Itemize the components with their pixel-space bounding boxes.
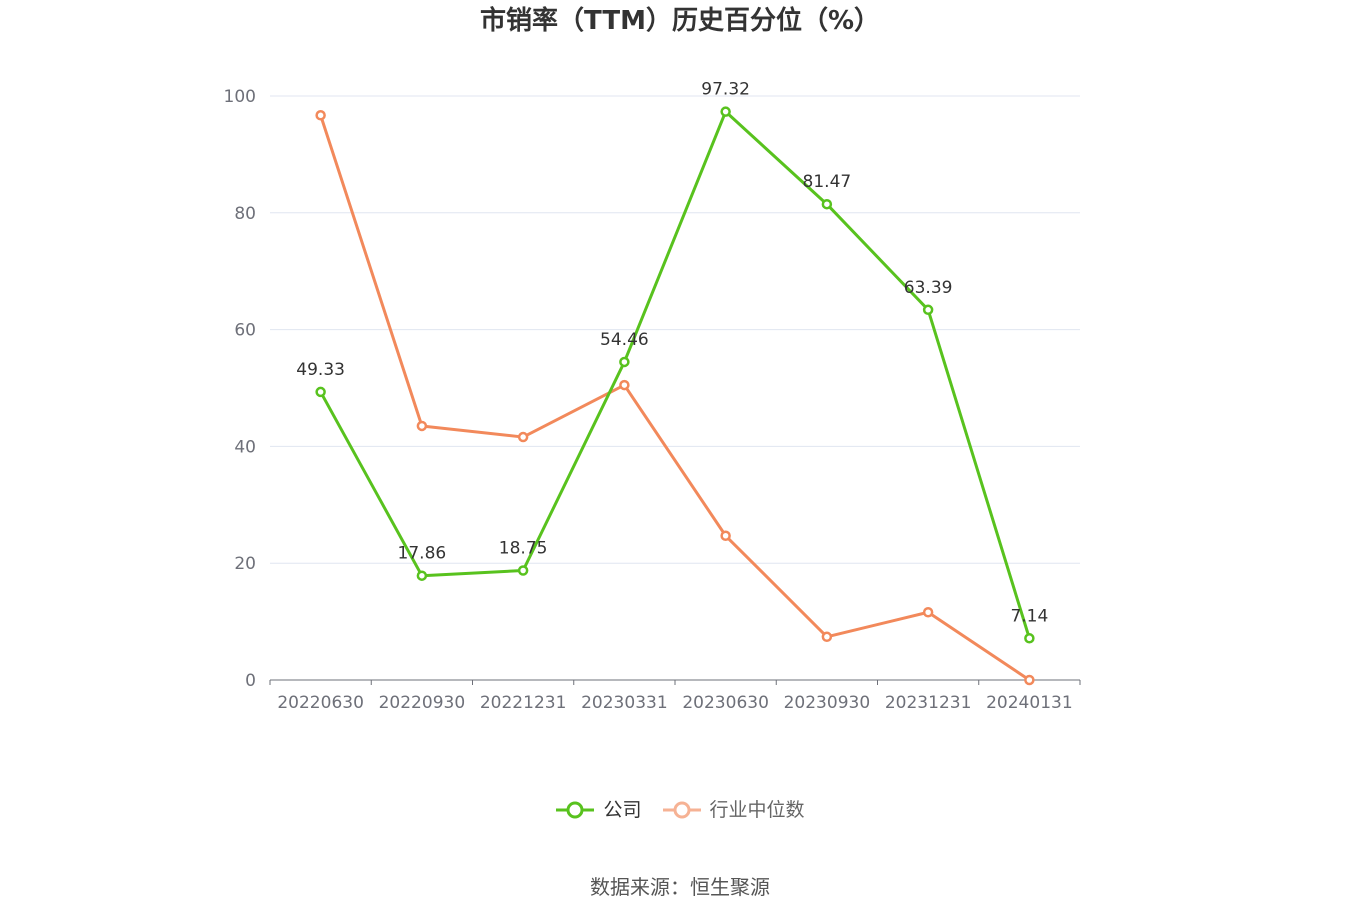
data-point [1024, 674, 1035, 686]
data-point [416, 570, 428, 581]
data-label: 97.32 [701, 80, 750, 100]
y-tick-label: 60 [234, 321, 256, 341]
y-tick-label: 20 [234, 554, 256, 574]
legend-item-company[interactable]: 公司 [555, 796, 642, 824]
data-label: 18.75 [499, 539, 548, 559]
data-point [720, 530, 731, 542]
data-point [315, 386, 326, 398]
data-point [517, 431, 529, 443]
series-line [319, 113, 1031, 682]
data-label: 49.33 [296, 360, 345, 380]
x-tick-label: 20220630 [277, 693, 364, 713]
chart-legend: 公司 行业中位数 [0, 796, 1360, 824]
data-point [922, 607, 934, 618]
data-label: 81.47 [803, 172, 852, 192]
series-0 [315, 106, 1035, 644]
x-tick-label: 20220930 [379, 693, 466, 713]
x-tick-label: 20221231 [480, 693, 567, 713]
legend-item-industry-median[interactable]: 行业中位数 [662, 796, 805, 824]
x-tick-label: 20240131 [986, 693, 1073, 713]
data-label: 63.39 [904, 278, 953, 298]
data-label: 17.86 [398, 544, 447, 564]
series-1 [315, 110, 1035, 686]
series-line [319, 110, 1031, 640]
y-tick-label: 0 [245, 671, 256, 691]
legend-label-industry-median: 行业中位数 [709, 799, 805, 821]
data-point [517, 565, 529, 576]
data-labels-0: 49.33 17.86 18.75 54.46 97.32 81.47 63.39 7.14 [296, 80, 1048, 627]
data-source-note: 数据来源：恒生聚源 [590, 875, 770, 899]
legend-line-circle-icon [662, 801, 701, 819]
legend-label-company: 公司 [603, 799, 642, 821]
data-point [315, 110, 326, 121]
data-point [619, 379, 630, 391]
y-tick-label: 40 [234, 437, 256, 457]
data-point [416, 420, 428, 432]
data-point [821, 198, 833, 210]
x-tick-label: 20230331 [581, 693, 668, 713]
grid-lines [270, 95, 1080, 564]
data-point [1024, 633, 1035, 644]
x-tick-label: 20231231 [885, 693, 972, 713]
y-tick-label: 100 [224, 87, 256, 107]
data-point [922, 304, 934, 316]
data-label: 7.14 [1010, 606, 1048, 626]
data-point [619, 356, 630, 368]
axes: 0 20 40 60 80 100 20220630 20220930 20221231 2023… [224, 87, 1081, 713]
legend-line-circle-icon [556, 801, 595, 819]
y-tick-label: 80 [234, 204, 256, 224]
data-point [720, 106, 731, 117]
data-label: 54.46 [600, 330, 649, 350]
chart-title: 市销率（TTM）历史百分位（%） [480, 6, 880, 36]
x-tick-label: 20230630 [682, 693, 769, 713]
data-point [821, 631, 833, 643]
x-tick-label: 20230930 [784, 693, 871, 713]
